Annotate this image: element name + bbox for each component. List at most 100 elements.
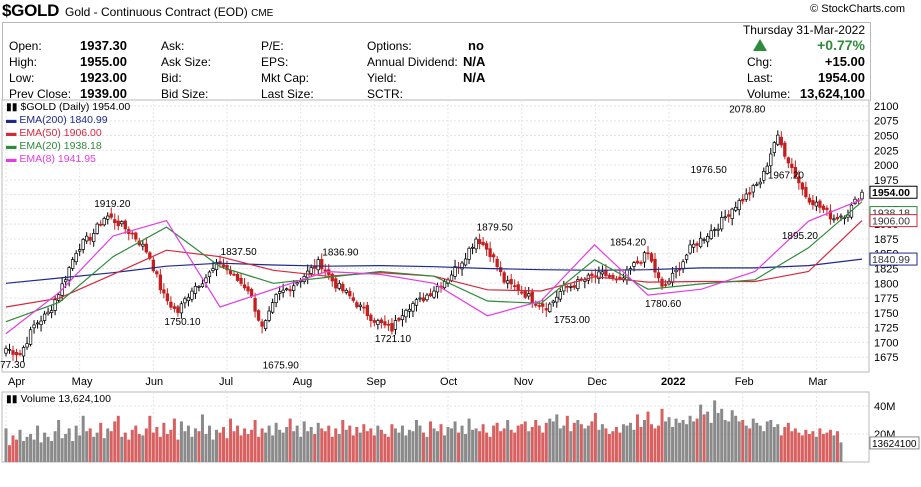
price-candle: [53, 299, 57, 311]
volume-bar: [85, 431, 89, 462]
price-candle: [814, 201, 819, 207]
volume-bar: [762, 431, 766, 462]
legend-ema200: ▬ EMA(200) 1840.99: [6, 114, 108, 126]
legend-volume: ▮▮ Volume 13,624,100: [6, 393, 111, 405]
volume-bar: [323, 431, 327, 462]
price-candle: [776, 134, 780, 145]
volume-bar: [685, 424, 689, 462]
volume-bar: [397, 432, 401, 462]
ema-line: [5, 198, 863, 335]
price-candle: [698, 237, 703, 248]
volume-bar: [71, 441, 75, 462]
volume-bar: [176, 439, 180, 462]
price-candle: [35, 322, 40, 325]
volume-bar: [169, 429, 173, 462]
y-tick-label: 1725: [874, 323, 898, 335]
price-candle: [555, 296, 559, 303]
volume-bar: [695, 418, 699, 462]
price-candle: [158, 274, 163, 291]
volume-bar: [386, 436, 390, 462]
price-candle: [797, 176, 801, 184]
quote-panel: Open: 1937.30 High: 1955.00 Low: 1923.00…: [2, 22, 871, 101]
price-candle: [358, 304, 362, 307]
price-candle: [716, 228, 720, 231]
last-label: Last:: [747, 71, 774, 85]
price-candle: [169, 301, 173, 308]
volume-bar: [172, 418, 176, 462]
volume-bar: [92, 436, 96, 462]
price-candle: [404, 309, 408, 318]
peak-annotation: 1837.50: [221, 247, 258, 258]
volume-bar: [446, 427, 450, 462]
volume-bar: [57, 420, 61, 462]
volume-bar: [253, 420, 257, 462]
price-candle: [42, 313, 47, 321]
volume-bar: [344, 429, 348, 462]
symbol-title: $GOLD: [2, 1, 60, 20]
volume-bar: [646, 411, 650, 462]
price-candle: [106, 215, 110, 220]
high-label: High:: [9, 55, 38, 69]
price-candle: [688, 244, 692, 254]
volume-bar: [621, 424, 625, 462]
volume-bar: [825, 432, 829, 462]
volume-bar: [478, 431, 482, 462]
price-candle: [414, 299, 419, 306]
peak-annotation: 1675.90: [263, 361, 300, 372]
price-candle: [807, 197, 812, 203]
price-candle: [758, 181, 762, 185]
right-value-box: [869, 185, 918, 199]
volume-bar: [541, 432, 545, 462]
price-candle: [720, 217, 724, 230]
volume-bar: [411, 431, 415, 462]
volume-bar: [513, 432, 517, 462]
price-candle: [551, 300, 555, 304]
price-candle: [653, 258, 657, 273]
volume-bar: [197, 431, 201, 462]
volume-bar: [186, 425, 190, 462]
volume-bar: [706, 411, 710, 462]
volume-bar: [246, 434, 250, 462]
price-candle: [611, 274, 615, 278]
volume-bar: [758, 425, 762, 462]
copyright-note: © StockCharts.com: [810, 3, 905, 15]
volume-bar: [207, 425, 211, 462]
price-candle: [790, 163, 794, 168]
ask-size-label: Ask Size:: [161, 55, 212, 69]
price-candle: [576, 279, 580, 289]
up-arrow-icon: [753, 39, 767, 51]
price-candle: [635, 260, 640, 264]
volume-bar: [162, 422, 166, 462]
price-candle: [530, 291, 534, 304]
price-candle: [351, 297, 355, 301]
price-candle: [460, 262, 464, 270]
price-candle: [99, 223, 103, 226]
right-volume-label: 13624100: [872, 439, 917, 450]
price-candle: [727, 214, 731, 217]
price-candle: [292, 285, 296, 291]
price-candle: [751, 185, 755, 193]
volume-bar: [134, 425, 138, 462]
volume-bar: [628, 422, 632, 462]
volume-bar: [102, 438, 106, 462]
volume-bar: [495, 422, 499, 462]
price-candle: [295, 282, 299, 285]
price-candle: [541, 303, 545, 307]
volume-bar: [421, 432, 425, 462]
x-tick-label: Aug: [293, 376, 313, 388]
price-candle: [656, 272, 661, 279]
price-candle: [674, 269, 678, 273]
volume-bar: [688, 415, 692, 462]
ask-label: Ask:: [161, 39, 185, 53]
price-candle: [860, 191, 864, 200]
volume-bar: [130, 429, 134, 462]
price-candle: [488, 248, 492, 258]
volume-bar: [60, 438, 64, 462]
price-candle: [78, 249, 82, 252]
price-candle: [828, 210, 833, 220]
volume-bar: [457, 432, 461, 462]
volume-bar: [776, 424, 780, 462]
volume-bar: [772, 427, 776, 462]
peak-annotation: 1879.50: [477, 222, 514, 233]
price-candle: [667, 280, 671, 285]
